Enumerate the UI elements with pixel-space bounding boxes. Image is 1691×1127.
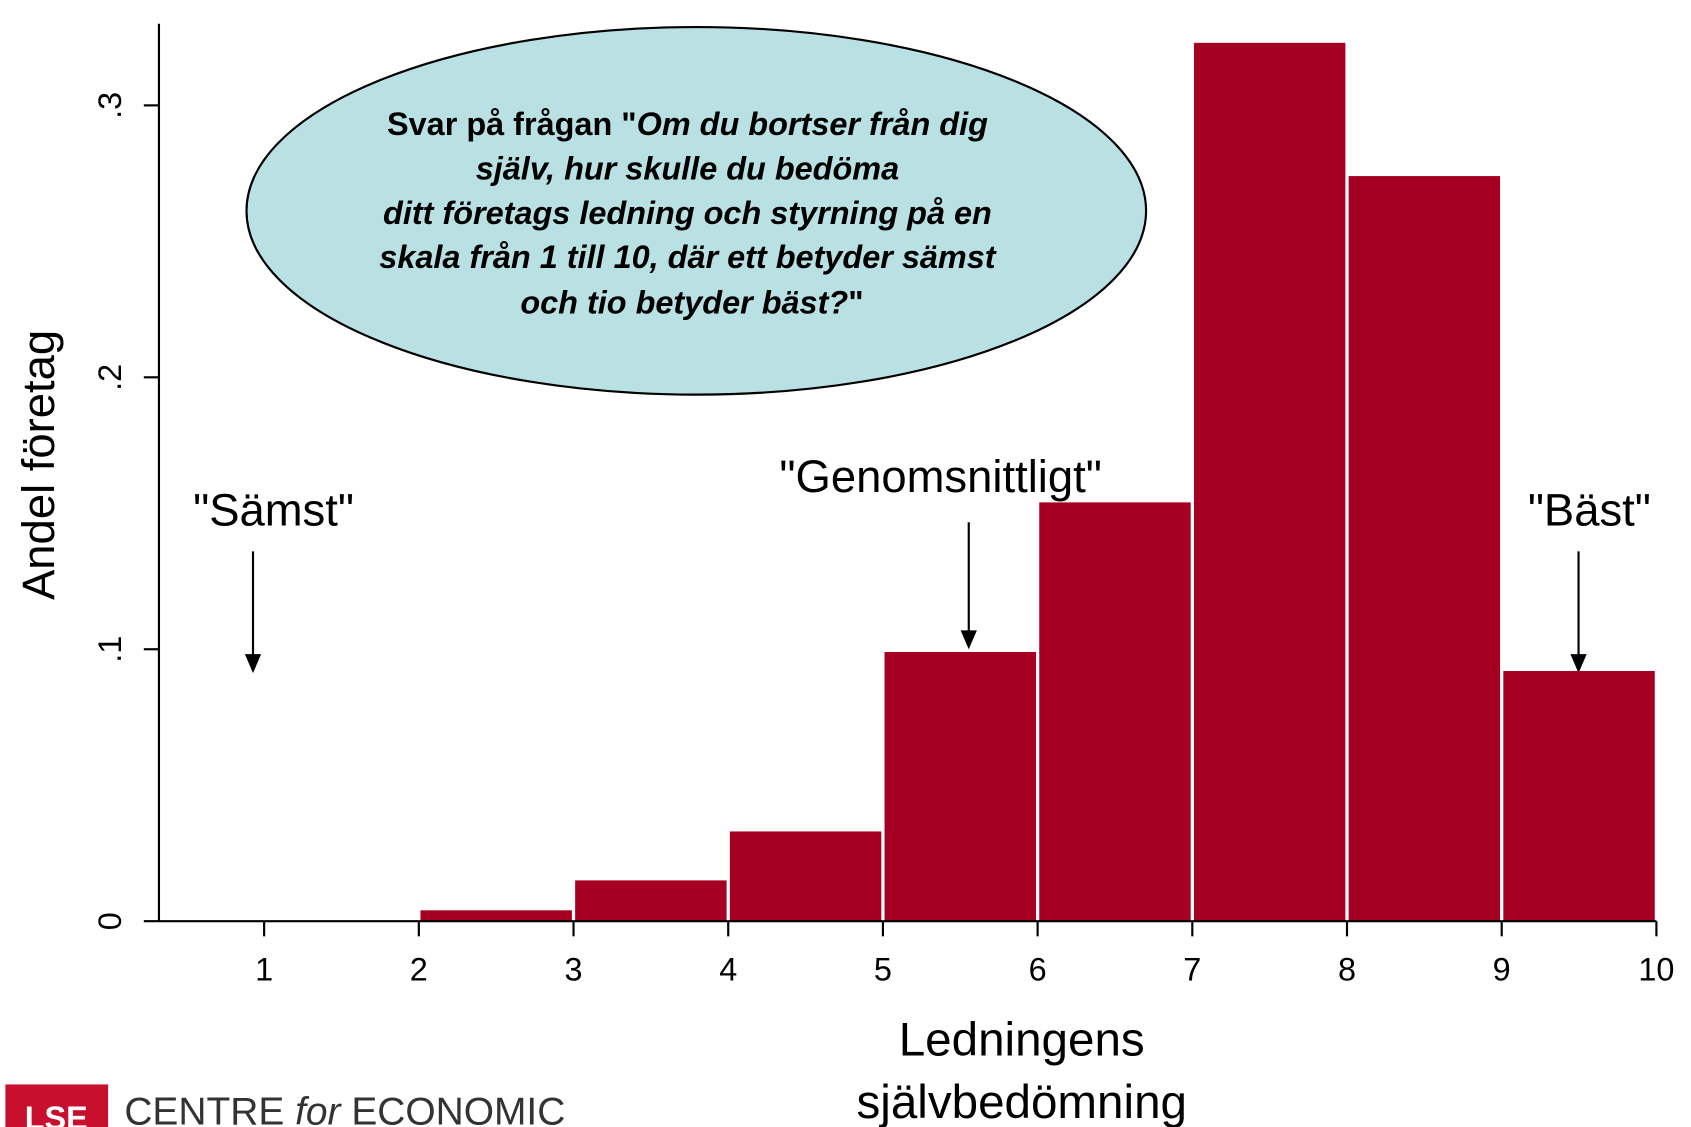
logo-text: CENTRE for ECONOMIC	[124, 1090, 565, 1127]
y-tick-label: 0	[92, 912, 128, 930]
callout-line: skala från 1 till 10, där ett betyder sä…	[379, 239, 996, 275]
arrows	[244, 522, 1587, 674]
x-tick-label: 2	[410, 952, 428, 988]
annotation: "Genomsnittligt"	[779, 451, 1101, 502]
arrow-head	[960, 630, 977, 650]
bar	[1039, 502, 1191, 922]
x-tick-label: 6	[1029, 952, 1047, 988]
callout-line: Om du bortser från dig	[637, 106, 988, 142]
logo-box	[5, 1084, 109, 1127]
bar	[1348, 176, 1501, 922]
plot: Svar på frågan "Om du bortser från dig s…	[5, 23, 1674, 1127]
y-axis-label: Andel företag	[13, 330, 64, 600]
callout-prefix: Svar på frågan "	[387, 106, 637, 142]
callout-line: ditt företags ledning och styrning på en	[383, 195, 992, 231]
bar	[1193, 42, 1346, 922]
callout-text: Svar på frågan "Om du bortser från dig s…	[379, 106, 1004, 320]
logo-word: for	[295, 1090, 342, 1127]
callout-bubble	[245, 25, 1148, 396]
bar	[420, 910, 572, 922]
x-tick-label: 10	[1638, 952, 1674, 988]
x-axis-label: självbedömning	[856, 1076, 1187, 1127]
callout-line: och tio betyder bäst?	[520, 285, 848, 321]
y-tick-label: .2	[92, 364, 128, 391]
x-tick-label: 5	[874, 952, 892, 988]
x-tick-label: 9	[1493, 952, 1511, 988]
bar	[1503, 670, 1655, 922]
annotation: "Sämst"	[193, 484, 354, 535]
x-tick-label: 3	[564, 952, 582, 988]
x-tick-label: 8	[1338, 952, 1356, 988]
y-tick-label: .3	[92, 92, 128, 119]
logo-word: CENTRE	[124, 1090, 295, 1127]
x-tick-label: 4	[719, 952, 737, 988]
callout-line: själv, hur skulle du bedöma	[476, 150, 899, 186]
arrow-head	[244, 654, 262, 674]
logo-mark: LSE	[25, 1100, 88, 1127]
bar	[884, 651, 1036, 922]
bar	[575, 880, 727, 922]
annotation: "Bäst"	[1528, 484, 1651, 535]
callout-suffix: "	[848, 285, 863, 321]
bar	[729, 831, 882, 922]
logo-word: ECONOMIC	[341, 1090, 566, 1127]
x-axis-label: Ledningens	[899, 1013, 1145, 1066]
arrow-head	[1570, 654, 1587, 674]
x-tick-label: 7	[1183, 952, 1201, 988]
y-tick-label: .1	[92, 636, 128, 663]
x-tick-label: 1	[255, 952, 273, 988]
